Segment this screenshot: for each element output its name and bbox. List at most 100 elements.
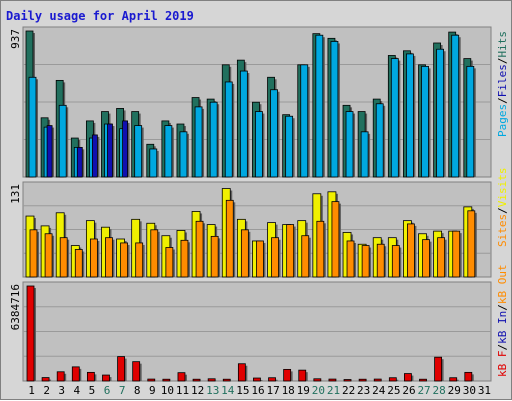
kbf-bar	[102, 375, 109, 381]
x-tick-label-day: 22	[342, 384, 355, 397]
files-bar	[452, 35, 459, 177]
pages-bar	[123, 121, 128, 177]
series-label: Visits	[496, 168, 509, 208]
label-separator: /	[496, 344, 509, 351]
kbf-bar	[27, 286, 34, 381]
sites-bar	[302, 236, 309, 277]
sites-bar	[105, 238, 112, 277]
files-bar	[29, 77, 36, 177]
x-tick-label-day: 17	[266, 384, 279, 397]
kbf-bar	[435, 357, 442, 381]
sites-bar	[332, 202, 339, 277]
pages-bar	[77, 147, 82, 177]
x-tick-label-day: 11	[176, 384, 189, 397]
sites-bar	[60, 238, 67, 277]
sites-bar	[392, 246, 399, 277]
kbf-bar	[269, 378, 276, 381]
x-tick-label-day: 24	[372, 384, 386, 397]
files-bar	[316, 35, 323, 177]
pages-bar	[107, 124, 112, 177]
sites-bar	[211, 236, 218, 277]
files-bar	[422, 66, 429, 177]
pages-bar	[47, 126, 52, 177]
files-bar	[135, 126, 142, 177]
files-bar	[255, 112, 262, 177]
sites-bar	[438, 238, 445, 277]
sites-bar	[272, 238, 279, 277]
series-label: Hits	[496, 31, 509, 58]
sites-bar	[45, 234, 52, 277]
kbf-bar	[223, 379, 230, 381]
x-tick-label-day: 12	[191, 384, 204, 397]
kbf-bar	[465, 372, 472, 381]
x-tick-label-day: 6	[104, 384, 111, 397]
sites-bar	[166, 248, 173, 277]
x-tick-label-day: 15	[236, 384, 249, 397]
sites-bar	[377, 244, 384, 277]
files-bar	[331, 41, 338, 177]
label-separator: /	[496, 207, 509, 214]
x-tick-label-day: 2	[43, 384, 50, 397]
x-tick-label-day: 16	[251, 384, 264, 397]
files-bar	[437, 49, 444, 177]
kbf-bar	[42, 378, 49, 381]
sites-bar	[347, 241, 354, 277]
sites-bar	[287, 225, 294, 277]
files-bar	[165, 126, 172, 177]
kbf-bar	[374, 379, 381, 381]
series-label: Pages	[496, 104, 509, 137]
x-tick-label-day: 21	[327, 384, 340, 397]
sites-bar	[468, 211, 475, 277]
sites-bar	[75, 249, 82, 277]
kbf-bar	[450, 378, 457, 381]
kbf-bar	[299, 370, 306, 381]
files-bar	[361, 132, 368, 177]
x-tick-label-day: 9	[149, 384, 156, 397]
sites-bar	[136, 243, 143, 277]
kbf-bar	[163, 379, 170, 381]
x-tick-label-day: 26	[402, 384, 415, 397]
x-tick-label-day: 5	[89, 384, 96, 397]
label-separator: /	[496, 97, 509, 104]
sites-bar	[90, 239, 97, 277]
right-label-middle: Sites/Visits	[496, 168, 509, 248]
files-bar	[346, 112, 353, 177]
x-tick-label-day: 7	[119, 384, 126, 397]
series-label: kB F	[496, 351, 509, 378]
x-tick-label-day: 31	[478, 384, 491, 397]
files-bar	[286, 116, 293, 177]
y-max-label-bottom: 6384716	[9, 284, 22, 330]
series-label: kB In	[496, 311, 509, 344]
x-tick-label-day: 25	[387, 384, 400, 397]
kbf-bar	[148, 379, 155, 381]
sites-bar	[226, 200, 233, 277]
x-tick-label-day: 20	[312, 384, 325, 397]
x-tick-label-day: 19	[297, 384, 310, 397]
kbf-bar	[253, 378, 260, 381]
kbf-bar	[284, 369, 291, 381]
files-bar	[240, 71, 247, 177]
files-bar	[376, 104, 383, 177]
files-bar	[301, 65, 308, 177]
kbf-bar	[238, 364, 245, 381]
x-tick-label-day: 14	[221, 384, 235, 397]
kbf-bar	[57, 372, 64, 381]
x-tick-label-day: 29	[448, 384, 461, 397]
label-separator: /	[496, 304, 509, 311]
files-bar	[59, 105, 66, 177]
kbf-bar	[208, 379, 215, 381]
x-tick-label-day: 18	[282, 384, 295, 397]
kbf-bar	[87, 372, 94, 381]
files-bar	[180, 132, 187, 177]
x-tick-label-day: 13	[206, 384, 219, 397]
files-bar	[271, 90, 278, 177]
sites-bar	[256, 241, 263, 277]
kbf-bar	[344, 380, 351, 381]
sites-bar	[317, 221, 324, 277]
right-label-bottom: kB F/kB In/kB Out	[496, 264, 509, 377]
x-tick-label-day: 8	[134, 384, 141, 397]
sites-bar	[181, 240, 188, 277]
files-bar	[225, 82, 232, 177]
